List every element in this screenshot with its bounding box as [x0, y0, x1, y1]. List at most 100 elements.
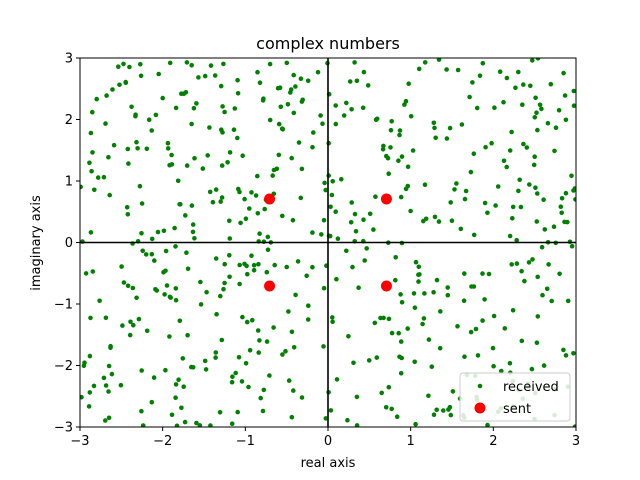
received-point: [524, 145, 530, 150]
received-point: [151, 375, 157, 380]
received-point: [90, 150, 95, 155]
received-point: [339, 177, 344, 182]
received-point: [179, 405, 184, 411]
received-point: [227, 236, 233, 241]
received-point: [280, 127, 286, 132]
received-point: [144, 146, 150, 152]
received-point: [219, 163, 225, 168]
received-point: [403, 186, 409, 192]
received-point: [207, 125, 212, 130]
received-point: [213, 187, 219, 192]
received-point: [173, 105, 179, 111]
received-point: [520, 102, 525, 107]
received-point: [510, 308, 516, 313]
received-point: [101, 375, 107, 381]
received-point: [264, 339, 270, 344]
received-point: [118, 382, 124, 388]
received-point: [352, 60, 357, 65]
received-point: [344, 100, 349, 106]
received-point: [557, 271, 562, 277]
received-point: [280, 352, 285, 357]
received-point: [161, 228, 167, 234]
received-point: [256, 261, 261, 267]
received-point: [247, 206, 252, 211]
received-point: [197, 423, 203, 427]
received-point: [351, 360, 356, 366]
received-point: [291, 72, 297, 78]
received-point: [291, 388, 296, 393]
received-point: [516, 69, 521, 75]
received-point: [276, 152, 282, 158]
received-point: [285, 102, 291, 107]
received-point: [531, 162, 537, 168]
received-point: [133, 112, 138, 117]
received-point: [276, 121, 282, 127]
received-point: [272, 262, 278, 268]
received-point: [267, 117, 273, 123]
received-point: [333, 209, 339, 214]
received-point: [140, 423, 146, 427]
received-point: [546, 262, 551, 267]
received-point: [518, 204, 524, 210]
received-point: [513, 85, 518, 91]
received-point: [509, 262, 514, 267]
received-point: [434, 407, 440, 413]
received-point: [327, 233, 333, 239]
received-point: [127, 64, 132, 70]
received-point: [521, 141, 526, 147]
received-point: [405, 326, 411, 331]
x-tick-label: 1: [407, 434, 415, 449]
received-point: [462, 196, 468, 202]
received-point: [452, 187, 457, 192]
received-point: [89, 168, 94, 174]
received-point: [299, 166, 305, 172]
received-point: [117, 82, 122, 88]
received-point: [398, 339, 404, 344]
received-point: [501, 158, 507, 164]
received-point: [235, 77, 240, 83]
received-point: [163, 367, 168, 373]
received-point: [490, 345, 496, 351]
received-point: [504, 75, 510, 81]
received-point: [352, 211, 358, 217]
received-point: [198, 302, 204, 307]
received-point: [565, 298, 571, 304]
sent-point: [264, 193, 276, 205]
received-point: [334, 276, 339, 282]
received-point: [238, 220, 243, 226]
received-point: [348, 220, 354, 225]
received-point: [213, 355, 218, 360]
received-point: [284, 264, 290, 270]
received-point: [300, 97, 306, 103]
received-point: [218, 83, 224, 89]
received-point: [149, 399, 155, 405]
received-point: [354, 78, 360, 84]
received-point: [556, 108, 562, 113]
received-point: [286, 378, 292, 383]
received-point: [558, 204, 564, 209]
received-point: [305, 317, 311, 322]
received-point: [291, 110, 297, 116]
received-point: [240, 314, 245, 320]
received-point: [243, 216, 249, 221]
received-point: [275, 85, 281, 91]
received-point: [163, 248, 169, 254]
received-point: [298, 195, 304, 201]
received-point: [514, 261, 520, 266]
received-point: [374, 355, 380, 360]
received-point: [310, 230, 315, 235]
received-point: [306, 303, 311, 309]
received-point: [542, 227, 548, 232]
received-point: [429, 364, 435, 370]
received-point: [286, 309, 291, 314]
received-point: [458, 226, 464, 232]
received-point: [261, 96, 266, 101]
received-point: [559, 210, 564, 216]
received-point: [210, 199, 216, 205]
received-point: [361, 217, 366, 222]
received-point: [529, 366, 535, 372]
received-point: [480, 61, 486, 66]
received-point: [436, 219, 442, 224]
received-point: [289, 329, 295, 335]
received-point: [321, 285, 327, 291]
